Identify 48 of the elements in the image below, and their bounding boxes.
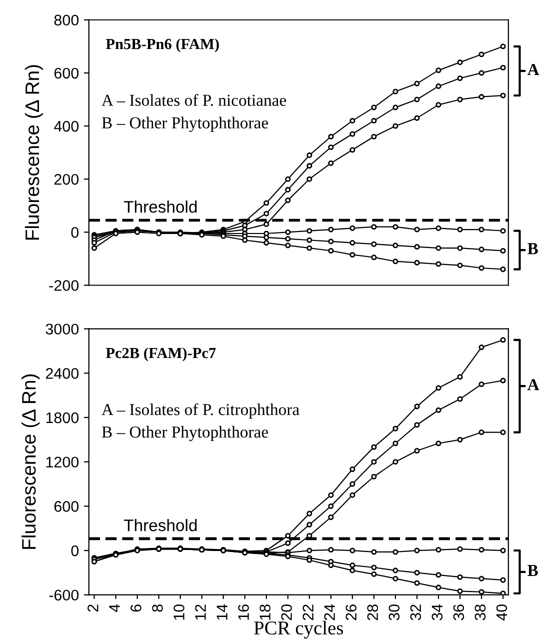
text: B: [528, 565, 538, 576]
x-tick-label: 16: [238, 604, 249, 620]
y-tick-label: 2400: [46, 368, 79, 379]
x-tick-label: 2: [88, 604, 98, 612]
y-tick-label: 3000: [46, 324, 79, 335]
x-tick-label: 26: [346, 604, 357, 620]
x-tick-label: 4: [109, 604, 120, 612]
y-tick-label: 1800: [46, 412, 79, 424]
x-tick-label: 32: [410, 604, 422, 620]
x-tick-label: 8: [152, 604, 163, 612]
x-tick-label: 34: [432, 604, 443, 620]
y-tick-label: 600: [54, 68, 79, 79]
text: Pn5B-Pn6 (FAM): [106, 38, 219, 52]
y-tick-label: 0: [71, 545, 79, 556]
x-tick-label: 18: [260, 604, 270, 620]
x-tick-label: 22: [302, 604, 314, 620]
y-tick-label: 200: [54, 174, 79, 185]
annotation: B – Other Phytophthorae: [102, 426, 268, 442]
annotation: A – Isolates of P. nicotianae: [102, 94, 286, 106]
text: A: [527, 64, 540, 75]
y-tick-label: 400: [54, 120, 79, 132]
x-tick-label: 36: [453, 604, 464, 620]
x-tick-label: 28: [367, 604, 378, 620]
annotation: A – Isolates of P. citrophthora: [102, 403, 300, 419]
x-tick-label: 6: [130, 604, 142, 612]
x-tick-label: 20: [281, 604, 292, 620]
x-tick-label: 38: [474, 604, 486, 620]
y-tick-label: 1200: [46, 456, 79, 468]
x-tick-label: 40: [496, 604, 508, 621]
x-tick-label: 12: [195, 604, 206, 620]
annotation: B – Other Phytophthorae: [102, 116, 268, 132]
text: Pc2B (FAM)-Pc7: [106, 347, 216, 362]
text: B: [528, 243, 538, 254]
text: A: [527, 379, 540, 390]
x-tick-label: 10: [174, 604, 184, 620]
y-tick-label: 0: [71, 227, 79, 238]
y-tick-label: 800: [54, 14, 79, 26]
x-tick-label: 30: [388, 604, 400, 620]
ref-line-label: Threshold: [124, 200, 197, 213]
x-tick-label: 14: [216, 604, 228, 620]
y-tick-label: -600: [49, 590, 79, 601]
x-axis-title: PCR cycles: [254, 620, 344, 639]
y-tick-label: -200: [49, 280, 79, 291]
y-axis-title: Fluorescence (Δ Rn): [24, 65, 44, 240]
ref-line-label: Threshold: [124, 518, 197, 532]
y-tick-label: 600: [54, 501, 79, 512]
x-tick-label: 24: [324, 604, 335, 620]
y-axis-title: Fluorescence (Δ Rn): [21, 374, 40, 549]
